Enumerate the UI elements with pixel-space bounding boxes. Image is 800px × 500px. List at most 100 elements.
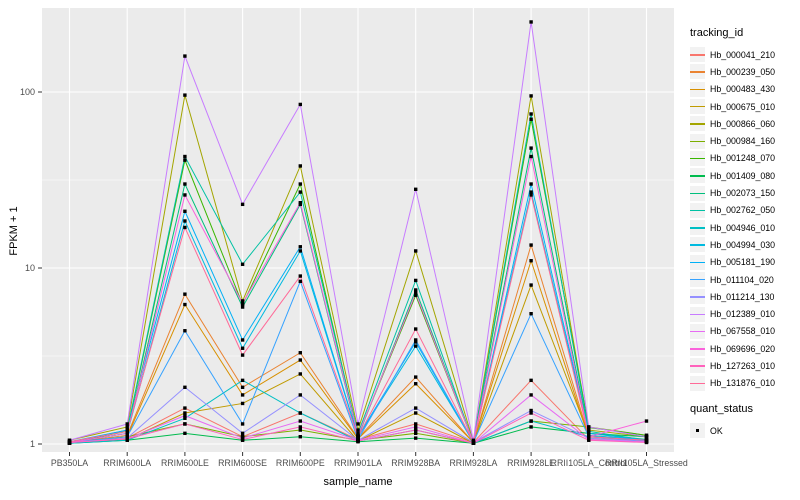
- legend-key-box: [690, 289, 705, 305]
- line-swatch-icon: [690, 348, 705, 350]
- data-point: [529, 117, 533, 121]
- legend-entries: Hb_000041_210 Hb_000239_050 Hb_000483_430 H…: [690, 46, 800, 392]
- legend-item-Hb_000866_060: Hb_000866_060: [690, 115, 800, 132]
- legend-title-tracking-id: tracking_id: [690, 27, 744, 39]
- data-point: [529, 311, 533, 316]
- data-point: [125, 437, 129, 441]
- data-point: [183, 158, 187, 162]
- data-point: [529, 146, 533, 150]
- x-tick-label: RRII105LA_Control: [551, 458, 627, 468]
- data-point: [183, 431, 187, 436]
- data-point: [414, 288, 418, 292]
- data-point: [298, 279, 302, 284]
- data-point: [298, 249, 302, 253]
- data-point: [529, 112, 533, 116]
- line-swatch-icon: [690, 88, 705, 91]
- legend-item-Hb_067558_010: Hb_067558_010: [690, 323, 800, 340]
- data-point: [298, 190, 302, 194]
- line-swatch-icon: [690, 157, 705, 160]
- data-point: [298, 393, 302, 397]
- data-point: [529, 20, 533, 24]
- legend-item-label: Hb_005181_190: [710, 257, 776, 268]
- data-point: [240, 422, 245, 426]
- data-point: [414, 291, 418, 295]
- legend-key-box: [690, 47, 705, 63]
- x-tick-label: RRIM600LA: [103, 458, 151, 468]
- data-point: [298, 351, 302, 355]
- legend-item-label: OK: [710, 425, 723, 436]
- data-point: [414, 278, 418, 283]
- data-point: [587, 435, 591, 439]
- data-point: [529, 411, 533, 415]
- legend-key-box: [690, 133, 705, 149]
- legend-item-Hb_069696_020: Hb_069696_020: [690, 340, 800, 357]
- data-point: [414, 187, 418, 192]
- line-swatch-icon: [690, 296, 705, 298]
- data-point: [298, 419, 302, 423]
- legend-key-box: [690, 185, 705, 201]
- data-point: [529, 243, 533, 247]
- data-point: [644, 435, 649, 439]
- data-point: [587, 425, 591, 429]
- line-swatch-icon: [690, 279, 705, 281]
- data-point: [529, 419, 533, 423]
- legend-item-Hb_000675_010: Hb_000675_010: [690, 98, 800, 115]
- data-point: [356, 428, 360, 432]
- data-point: [183, 422, 187, 426]
- x-tick-label: PB350LA: [51, 458, 88, 468]
- line-swatch-icon: [690, 244, 705, 246]
- legend-item-Hb_131876_010: Hb_131876_010: [690, 375, 800, 392]
- legend-key-box: [690, 81, 705, 97]
- data-point: [644, 438, 649, 442]
- legend-item-label: Hb_000675_010: [710, 101, 776, 112]
- legend-item-Hb_002073_150: Hb_002073_150: [690, 184, 800, 201]
- y-tick-label: 1: [30, 439, 35, 449]
- legend-item-Hb_012389_010: Hb_012389_010: [690, 305, 800, 322]
- legend-item-label: Hb_001248_070: [710, 153, 776, 164]
- data-point: [414, 411, 418, 415]
- legend-item-Hb_001409_080: Hb_001409_080: [690, 167, 800, 184]
- data-point: [529, 425, 533, 429]
- legend-key-box: [690, 323, 705, 339]
- data-point: [183, 329, 187, 333]
- legend-key-box: [690, 375, 705, 391]
- legend-item-Hb_127263_010: Hb_127263_010: [690, 357, 800, 374]
- legend-item-Hb_000984_160: Hb_000984_160: [690, 132, 800, 149]
- legend-item-label: Hb_000483_430: [710, 84, 776, 95]
- legend-item-label: Hb_002073_150: [710, 188, 776, 199]
- data-point: [240, 301, 245, 306]
- data-point: [529, 190, 533, 194]
- data-point: [125, 429, 129, 434]
- legend-item-Hb_002762_050: Hb_002762_050: [690, 202, 800, 219]
- legend-item-Hb_000483_430: Hb_000483_430: [690, 81, 800, 98]
- x-tick-label: RRIM928BA: [391, 458, 440, 468]
- data-point: [183, 416, 187, 420]
- data-point: [414, 293, 418, 297]
- data-point: [240, 393, 245, 397]
- y-tick-label: 100: [20, 87, 35, 97]
- data-point: [414, 344, 418, 348]
- x-tick-label: RRII105LA_Stressed: [605, 458, 688, 468]
- data-point: [529, 259, 533, 263]
- data-point: [240, 299, 245, 303]
- line-swatch-icon: [690, 261, 705, 264]
- data-point: [298, 372, 302, 376]
- x-tick-label: RRIM600PE: [276, 458, 325, 468]
- legend-item-Hb_000239_050: Hb_000239_050: [690, 63, 800, 80]
- legend-item-label: Hb_127263_010: [710, 360, 776, 371]
- data-point: [414, 382, 418, 386]
- data-point: [529, 378, 533, 383]
- legend-item-Hb_004994_030: Hb_004994_030: [690, 236, 800, 253]
- data-point: [414, 428, 418, 432]
- data-point: [240, 385, 245, 389]
- data-point: [298, 245, 302, 249]
- data-point: [67, 440, 72, 444]
- y-tick-label: 10: [25, 263, 35, 273]
- legend-key-box: [690, 116, 705, 132]
- data-point: [298, 164, 302, 168]
- legend-key-box: [690, 358, 705, 374]
- legend-quant-status: quant_status OK: [690, 403, 800, 439]
- legend-item-Hb_005181_190: Hb_005181_190: [690, 254, 800, 271]
